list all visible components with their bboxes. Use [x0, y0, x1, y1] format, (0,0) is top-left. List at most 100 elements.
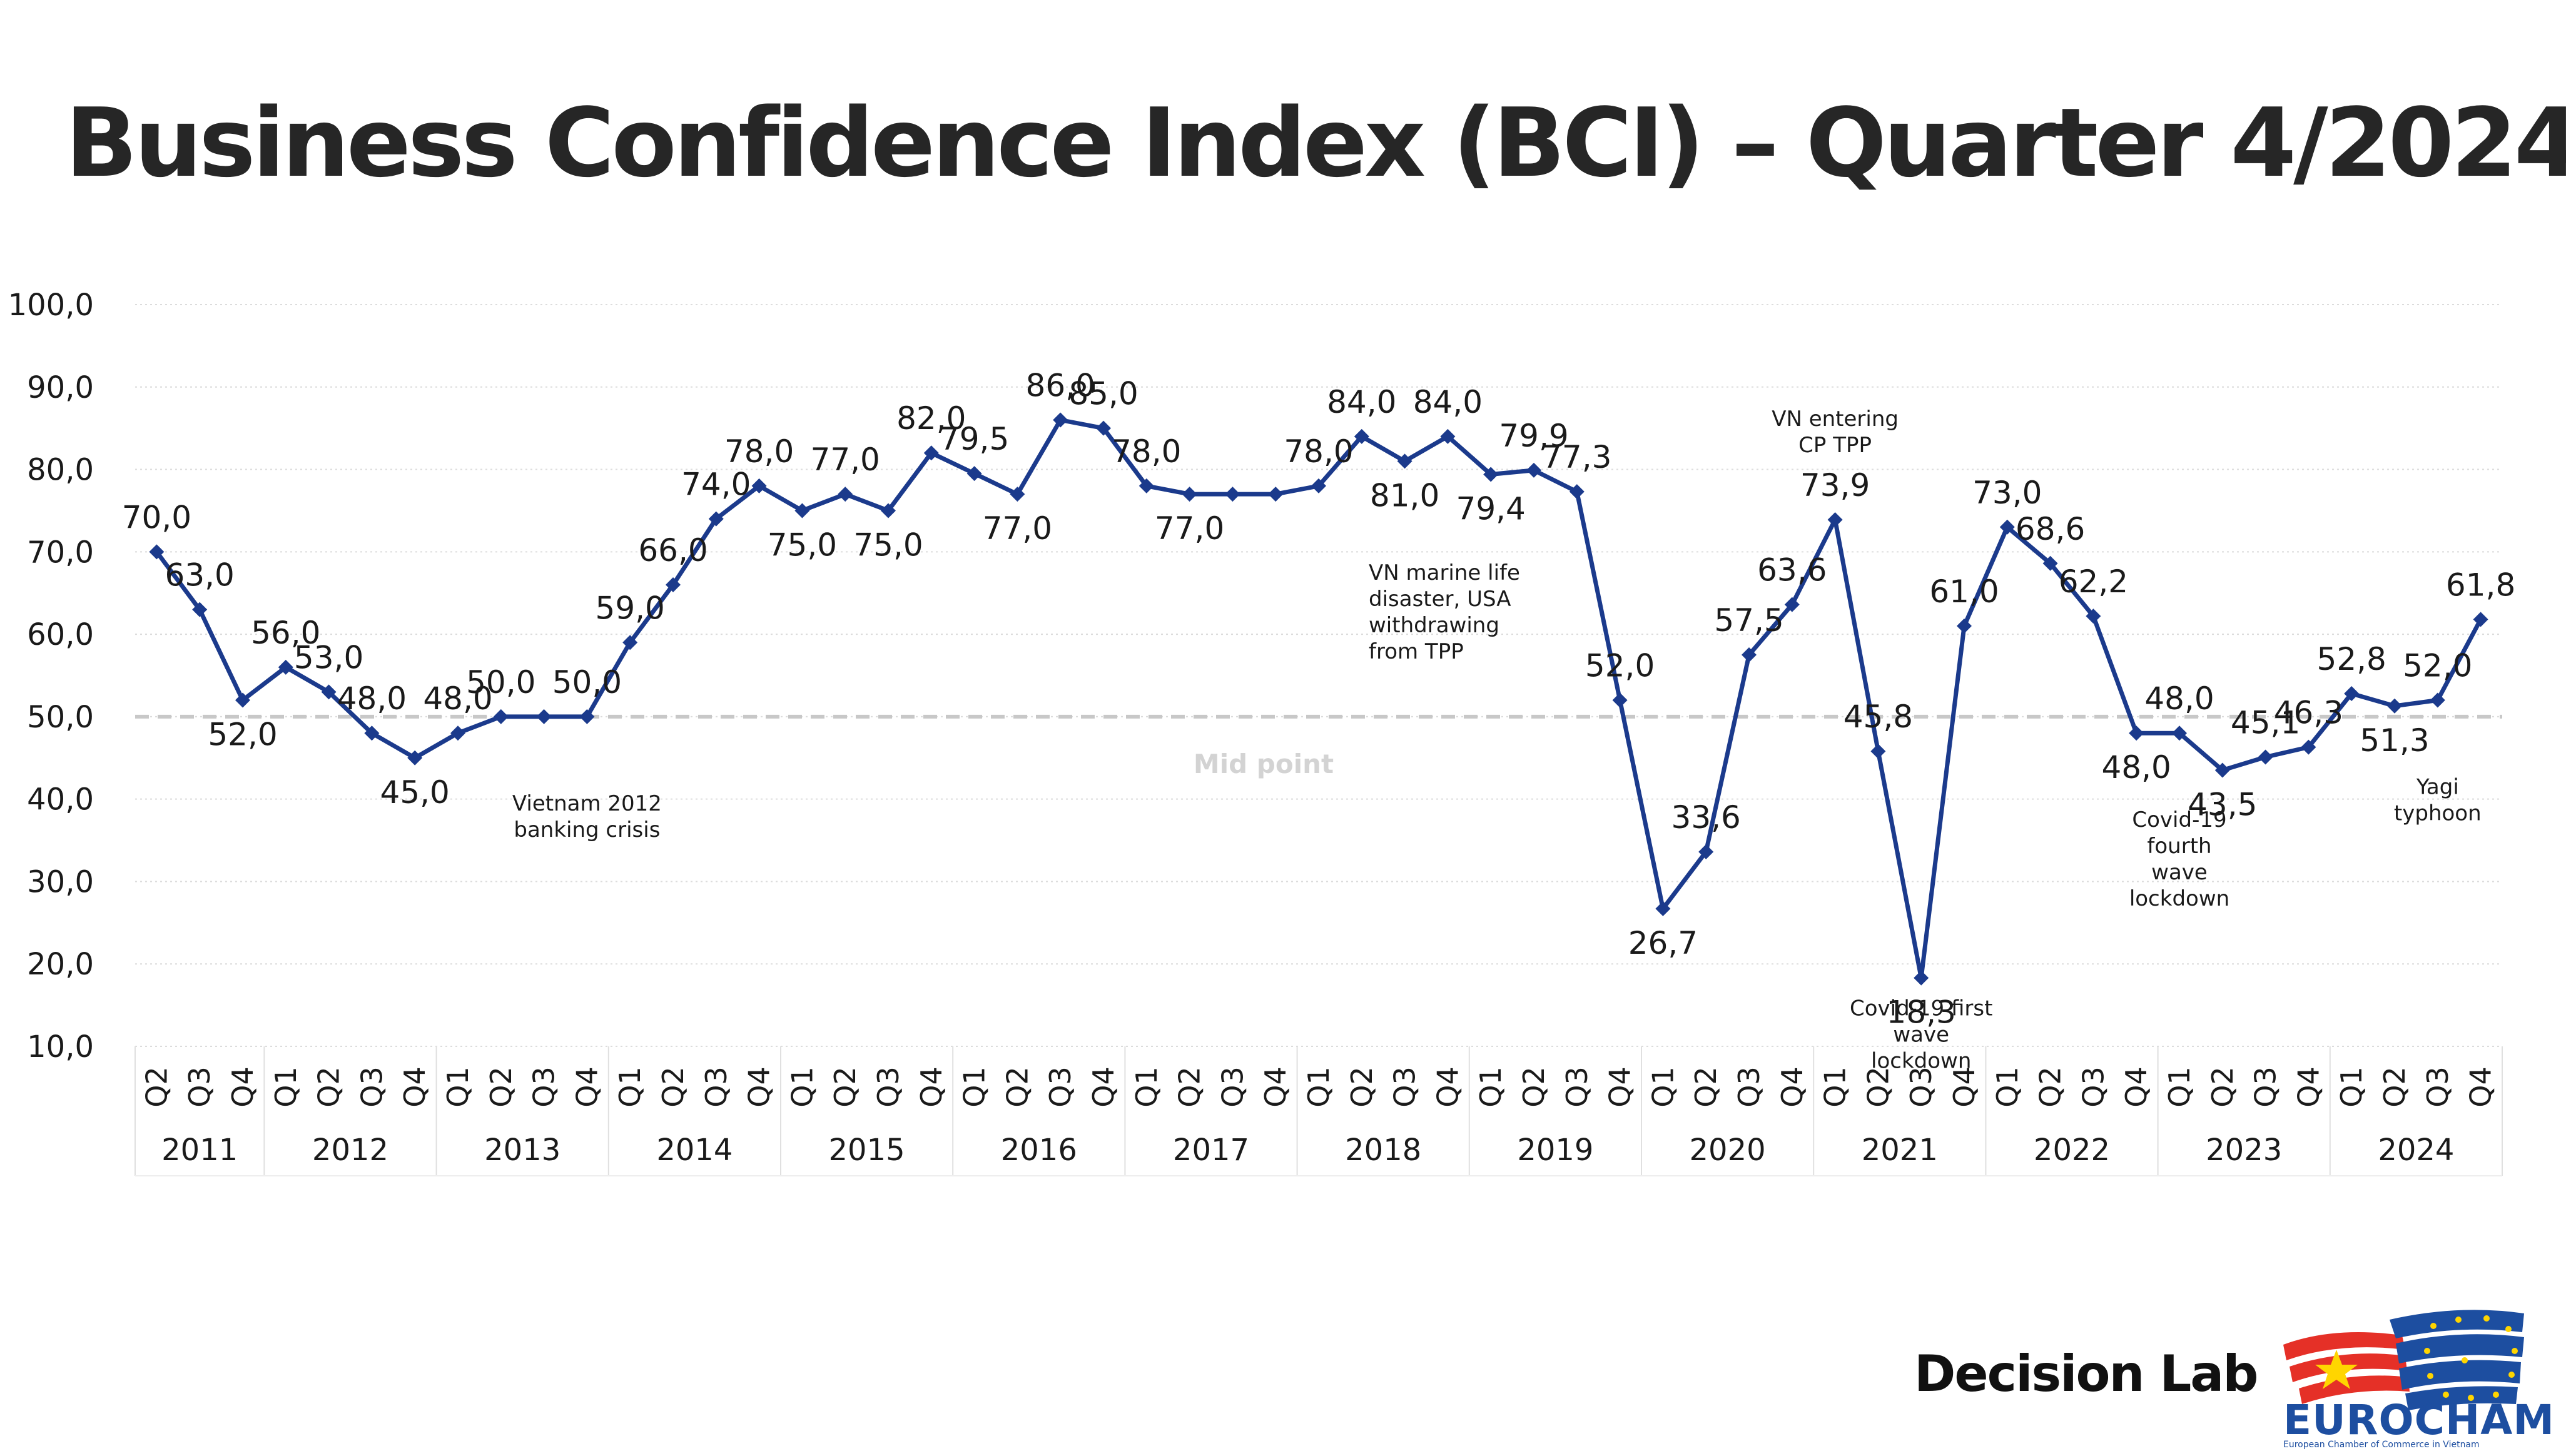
quarter-tick-label: Q4	[2291, 1066, 2325, 1107]
data-point-marker	[1096, 420, 1111, 436]
quarter-tick-label: Q3	[1732, 1066, 1766, 1107]
eurocham-subtitle: European Chamber of Commerce in Vietnam	[2283, 1440, 2480, 1450]
quarter-tick-label: Q3	[527, 1066, 561, 1107]
data-point-marker	[1957, 618, 1972, 634]
quarter-tick-label: Q2	[1345, 1066, 1379, 1107]
data-label: 82,0	[896, 400, 966, 437]
data-label: 77,0	[811, 442, 880, 478]
quarter-tick-label: Q2	[828, 1066, 862, 1107]
data-label: 57,5	[1714, 602, 1783, 639]
year-label: 2014	[656, 1133, 733, 1168]
quarter-tick-label: Q3	[871, 1066, 905, 1107]
chart-title: Business Confidence Index (BCI) – Quarte…	[65, 88, 2566, 198]
quarter-tick-label: Q4	[1603, 1066, 1637, 1107]
year-label: 2012	[312, 1133, 388, 1168]
year-label: 2017	[1173, 1133, 1249, 1168]
y-tick-label: 40,0	[27, 782, 94, 817]
quarter-tick-label: Q4	[743, 1066, 776, 1107]
quarter-tick-label: Q2	[312, 1066, 346, 1107]
quarter-tick-label: Q1	[613, 1066, 647, 1107]
data-label: 74,0	[681, 467, 751, 503]
annotation-text: Yagi	[2416, 775, 2459, 800]
data-label: 33,6	[1671, 799, 1741, 836]
data-point-marker	[1999, 519, 2015, 535]
year-label: 2013	[484, 1133, 560, 1168]
data-point-marker	[1784, 597, 1800, 612]
quarter-tick-label: Q3	[183, 1066, 216, 1107]
data-label: 78,0	[724, 433, 794, 470]
annotation-text: Vietnam 2012	[512, 791, 662, 816]
quarter-tick-label: Q3	[2421, 1066, 2455, 1107]
data-label: 62,2	[2059, 564, 2128, 600]
data-point-marker	[1397, 453, 1412, 469]
quarter-tick-label: Q2	[1173, 1066, 1207, 1107]
year-label: 2016	[1001, 1133, 1077, 1168]
quarter-tick-label: Q4	[2464, 1066, 2498, 1107]
quarter-tick-label: Q3	[1215, 1066, 1249, 1107]
quarter-tick-label: Q1	[1130, 1066, 1164, 1107]
annotation-text: lockdown	[1871, 1049, 1971, 1074]
quarter-tick-label: Q3	[2076, 1066, 2110, 1107]
data-point-marker	[1827, 512, 1843, 527]
quarter-tick-label: Q4	[1775, 1066, 1809, 1107]
quarter-tick-label: Q3	[1904, 1066, 1938, 1107]
data-label: 45,1	[2231, 704, 2300, 741]
data-label: 68,6	[2016, 511, 2085, 547]
data-point-marker	[1053, 412, 1068, 428]
quarter-tick-label: Q1	[958, 1066, 991, 1107]
data-point-marker	[966, 466, 982, 482]
year-label: 2022	[2034, 1133, 2110, 1168]
quarter-tick-label: Q3	[1560, 1066, 1594, 1107]
quarter-tick-label: Q2	[484, 1066, 518, 1107]
annotation-text: VN entering	[1772, 407, 1899, 432]
data-label: 48,0	[2144, 680, 2214, 717]
quarter-tick-label: Q4	[398, 1066, 432, 1107]
data-label: 52,8	[2317, 641, 2386, 677]
quarter-tick-label: Q4	[915, 1066, 948, 1107]
data-label: 48,0	[337, 680, 407, 717]
data-point-marker	[1311, 478, 1326, 493]
quarter-tick-label: Q4	[1259, 1066, 1292, 1107]
data-point-marker	[149, 544, 165, 560]
quarter-tick-label: Q1	[785, 1066, 819, 1107]
data-label: 77,0	[1155, 510, 1224, 547]
quarter-tick-label: Q3	[2249, 1066, 2283, 1107]
data-label: 61,0	[1929, 574, 1999, 610]
data-point-marker	[881, 503, 896, 518]
annotation-text: wave	[1893, 1023, 1949, 1048]
flag-blue-stripes	[2390, 1310, 2524, 1410]
data-point-marker	[2344, 685, 2360, 701]
quarter-tick-label: Q2	[2378, 1066, 2411, 1107]
quarter-tick-label: Q1	[269, 1066, 303, 1107]
data-point-marker	[1182, 487, 1197, 502]
data-point-marker	[1526, 462, 1541, 478]
data-label: 79,9	[1499, 418, 1568, 454]
data-point-marker	[2301, 739, 2316, 755]
data-label: 18,3	[1887, 994, 1956, 1031]
data-label: 86,0	[1026, 367, 1095, 403]
eu-star-icons	[2424, 1315, 2518, 1401]
annotation-text: withdrawing	[1369, 613, 1499, 638]
annotation-text: wave	[2151, 860, 2208, 885]
year-label: 2023	[2206, 1133, 2282, 1168]
data-point-marker	[192, 602, 208, 617]
data-point-marker	[1268, 487, 1284, 502]
y-tick-label: 60,0	[27, 617, 94, 652]
quarter-tick-label: Q1	[2335, 1066, 2368, 1107]
eurocham-wordmark: EUROCHAM	[2283, 1396, 2555, 1444]
data-point-marker	[2387, 698, 2402, 714]
year-label: 2019	[1517, 1133, 1593, 1168]
quarter-tick-label: Q1	[1474, 1066, 1508, 1107]
flag-star-icon	[2315, 1350, 2358, 1389]
quarter-tick-label: Q2	[139, 1066, 173, 1107]
data-label: 81,0	[1370, 477, 1439, 513]
data-point-marker	[450, 725, 465, 741]
data-label: 43,5	[2188, 787, 2257, 823]
data-point-marker	[838, 487, 853, 502]
annotation-text: lockdown	[2129, 886, 2229, 911]
data-point-marker	[1483, 467, 1499, 482]
quarter-tick-label: Q4	[2119, 1066, 2153, 1107]
